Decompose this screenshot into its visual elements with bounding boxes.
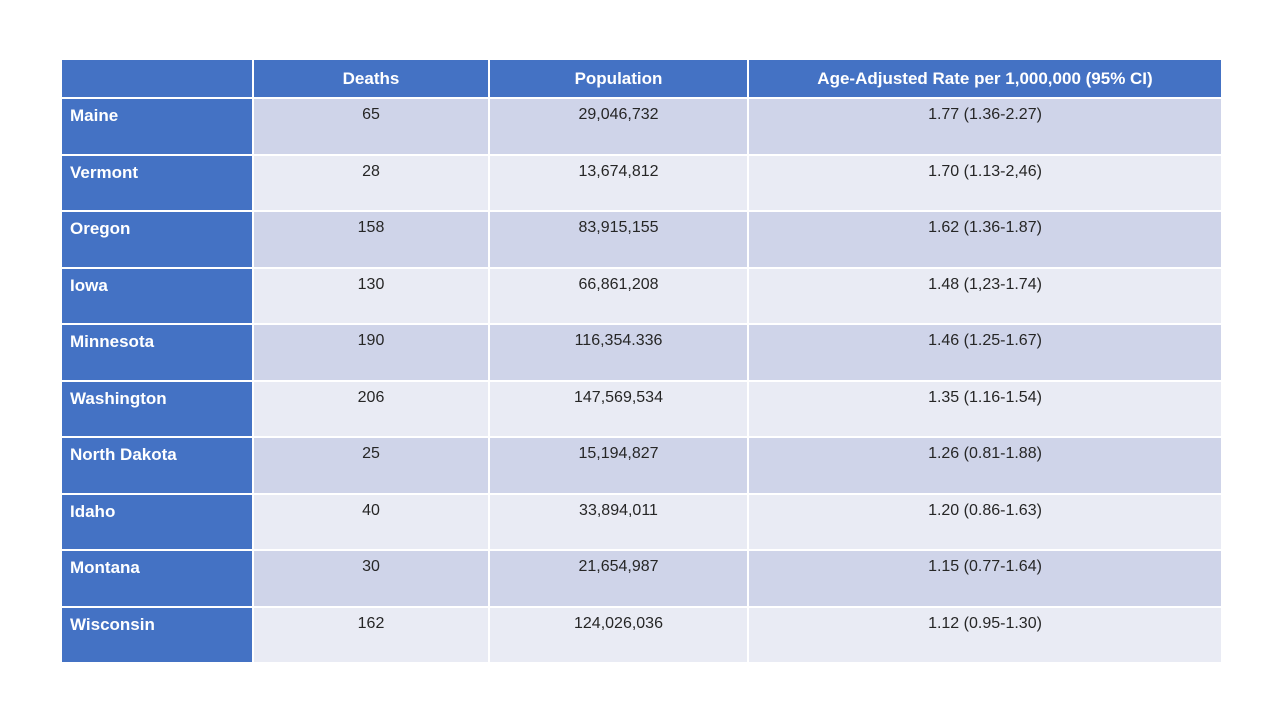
table-row: North Dakota 25 15,194,827 1.26 (0.81-1.… xyxy=(60,436,1223,495)
population-cell: 116,354.336 xyxy=(488,323,749,382)
table-row: Idaho 40 33,894,011 1.20 (0.86-1.63) xyxy=(60,492,1223,551)
deaths-cell: 130 xyxy=(252,266,490,325)
rate-cell: 1.70 (1.13-2,46) xyxy=(747,153,1223,212)
header-cell-population: Population xyxy=(488,58,749,99)
rate-cell: 1.12 (0.95-1.30) xyxy=(747,605,1223,664)
rate-cell: 1.48 (1,23-1.74) xyxy=(747,266,1223,325)
rate-cell: 1.20 (0.86-1.63) xyxy=(747,492,1223,551)
rate-cell: 1.35 (1.16-1.54) xyxy=(747,379,1223,438)
population-cell: 29,046,732 xyxy=(488,97,749,156)
deaths-cell: 30 xyxy=(252,549,490,608)
rate-cell: 1.77 (1.36-2.27) xyxy=(747,97,1223,156)
deaths-cell: 65 xyxy=(252,97,490,156)
table-row: Minnesota 190 116,354.336 1.46 (1.25-1.6… xyxy=(60,323,1223,382)
state-name-cell: North Dakota xyxy=(60,436,254,495)
state-name-cell: Oregon xyxy=(60,210,254,269)
population-cell: 83,915,155 xyxy=(488,210,749,269)
population-cell: 66,861,208 xyxy=(488,266,749,325)
rate-cell: 1.46 (1.25-1.67) xyxy=(747,323,1223,382)
table-body: Maine 65 29,046,732 1.77 (1.36-2.27) Ver… xyxy=(60,97,1223,664)
deaths-cell: 25 xyxy=(252,436,490,495)
table-row: Montana 30 21,654,987 1.15 (0.77-1.64) xyxy=(60,549,1223,608)
header-cell-state xyxy=(60,58,254,99)
state-name-cell: Idaho xyxy=(60,492,254,551)
header-row: Deaths Population Age-Adjusted Rate per … xyxy=(60,58,1223,99)
table-row: Maine 65 29,046,732 1.77 (1.36-2.27) xyxy=(60,97,1223,156)
population-cell: 33,894,011 xyxy=(488,492,749,551)
rate-cell: 1.15 (0.77-1.64) xyxy=(747,549,1223,608)
state-name-cell: Montana xyxy=(60,549,254,608)
state-name-cell: Vermont xyxy=(60,153,254,212)
deaths-cell: 190 xyxy=(252,323,490,382)
header-cell-deaths: Deaths xyxy=(252,58,490,99)
header-cell-rate: Age-Adjusted Rate per 1,000,000 (95% CI) xyxy=(747,58,1223,99)
deaths-cell: 206 xyxy=(252,379,490,438)
state-name-cell: Iowa xyxy=(60,266,254,325)
population-cell: 15,194,827 xyxy=(488,436,749,495)
population-cell: 147,569,534 xyxy=(488,379,749,438)
table-row: Wisconsin 162 124,026,036 1.12 (0.95-1.3… xyxy=(60,605,1223,664)
table-row: Oregon 158 83,915,155 1.62 (1.36-1.87) xyxy=(60,210,1223,269)
rate-cell: 1.62 (1.36-1.87) xyxy=(747,210,1223,269)
state-name-cell: Minnesota xyxy=(60,323,254,382)
state-name-cell: Maine xyxy=(60,97,254,156)
population-cell: 13,674,812 xyxy=(488,153,749,212)
deaths-cell: 40 xyxy=(252,492,490,551)
state-mortality-table: Deaths Population Age-Adjusted Rate per … xyxy=(60,58,1223,664)
state-name-cell: Washington xyxy=(60,379,254,438)
population-cell: 21,654,987 xyxy=(488,549,749,608)
population-cell: 124,026,036 xyxy=(488,605,749,664)
table-row: Vermont 28 13,674,812 1.70 (1.13-2,46) xyxy=(60,153,1223,212)
rate-cell: 1.26 (0.81-1.88) xyxy=(747,436,1223,495)
table-row: Washington 206 147,569,534 1.35 (1.16-1.… xyxy=(60,379,1223,438)
deaths-cell: 158 xyxy=(252,210,490,269)
deaths-cell: 28 xyxy=(252,153,490,212)
state-name-cell: Wisconsin xyxy=(60,605,254,664)
table-row: Iowa 130 66,861,208 1.48 (1,23-1.74) xyxy=(60,266,1223,325)
deaths-cell: 162 xyxy=(252,605,490,664)
